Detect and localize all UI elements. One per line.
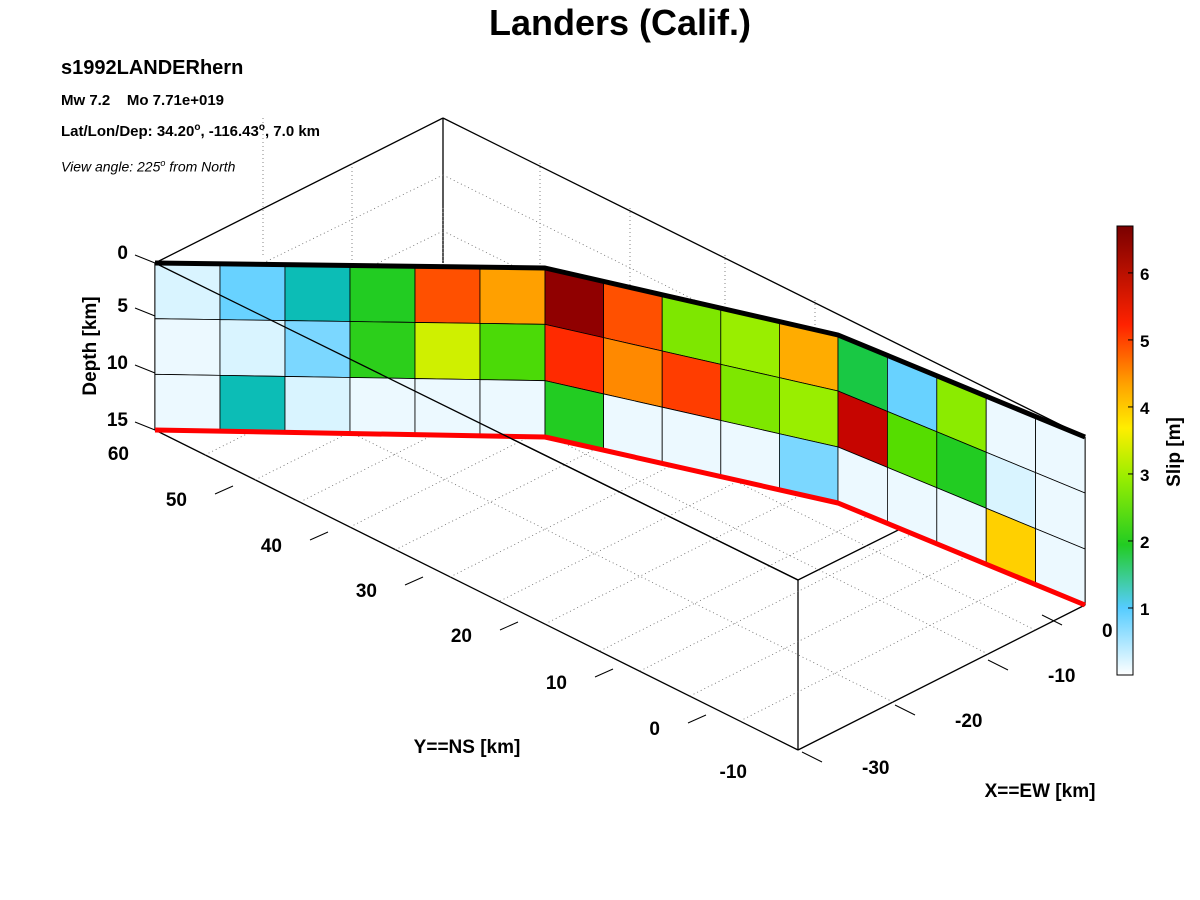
ns-tick-label: 0 <box>649 719 660 740</box>
depth-tick-label: 0 <box>117 243 128 264</box>
seismic-moment: Mo 7.71e+019 <box>126 92 225 109</box>
depth-tick-label: 15 <box>107 410 129 431</box>
fault-traces <box>154 260 1086 608</box>
colorbar-label: Slip [m] <box>1164 417 1185 487</box>
depth-tick-mark <box>134 421 156 431</box>
depth-tick-mark <box>134 307 156 317</box>
location-line: Lat/Lon/Dep: 34.20o, -116.43o, 7.0 km <box>61 122 320 140</box>
slip-cell <box>154 373 221 432</box>
slip-cell <box>154 318 221 376</box>
grid-line <box>639 525 929 672</box>
ns-tick-mark <box>594 668 614 678</box>
ns-tick-label: -10 <box>720 762 747 783</box>
ew-tick-label: 0 <box>1102 621 1113 642</box>
colorbar-tick-label: 4 <box>1140 399 1150 418</box>
ew-tick-mark <box>894 704 916 716</box>
box-edge <box>154 117 444 264</box>
slip-cell <box>219 263 286 321</box>
slip-cell <box>284 264 351 322</box>
ew-tick-mark <box>801 751 823 763</box>
depth-tick-label: 5 <box>117 296 128 317</box>
ns-tick-mark <box>309 531 329 541</box>
colorbar-tick-label: 5 <box>1140 332 1149 351</box>
box-edge <box>442 117 1086 438</box>
ns-tick-label: 50 <box>166 490 187 511</box>
ns-tick-label: 10 <box>546 673 567 694</box>
view-angle-value: View angle: 225 <box>61 158 161 175</box>
latitude: Lat/Lon/Dep: 34.20 <box>61 123 195 140</box>
depth: , 7.0 km <box>264 123 321 140</box>
ew-tick-mark <box>1041 614 1063 626</box>
axis-ticks: 0 5 10 15 Depth [km] 60 50 40 30 20 10 0 -10 Y==NS [k… <box>80 243 1113 802</box>
slip-cell <box>219 374 286 433</box>
ns-tick-mark <box>499 621 519 631</box>
slip-cell <box>349 321 416 379</box>
ew-tick-label: -30 <box>862 758 889 779</box>
grid-line <box>544 478 834 625</box>
degree-mark: o <box>160 158 166 168</box>
bottom-trace-line <box>154 427 1086 608</box>
colorbar-tick-label: 3 <box>1140 466 1149 485</box>
grid-line <box>739 575 1029 722</box>
magnitude-line: Mw 7.2 Mo 7.71e+019 <box>61 92 224 109</box>
degree-mark: o <box>194 122 201 133</box>
ns-tick-label: 30 <box>356 581 377 602</box>
grid-line <box>154 174 444 317</box>
depth-tick-mark <box>134 254 156 264</box>
ew-tick-label: -20 <box>955 711 982 732</box>
grid-line <box>689 550 979 697</box>
colorbar-ramp <box>1116 225 1134 676</box>
slip-cell <box>414 322 481 381</box>
chart-title: Landers (Calif.) <box>488 2 752 43</box>
box-edge <box>154 429 799 751</box>
slip-cell <box>349 265 416 323</box>
depth-axis-label: Depth [km] <box>80 296 101 395</box>
slip-cell <box>479 266 546 325</box>
colorbar-tick-label: 1 <box>1140 600 1149 619</box>
colorbar-tick-label: 6 <box>1140 265 1149 284</box>
colorbar: 1 2 3 4 5 6 Slip [m] <box>1116 225 1185 676</box>
ew-tick-label: -10 <box>1048 666 1075 687</box>
event-id: s1992LANDERhern <box>61 57 244 79</box>
ns-tick-mark <box>404 576 424 586</box>
slip-cell <box>414 265 481 324</box>
ew-tick-mark <box>987 659 1009 671</box>
ns-tick-mark <box>687 714 707 724</box>
grid-line <box>599 505 889 652</box>
slip-cell <box>154 262 221 321</box>
slip-cell <box>284 320 351 378</box>
box-diagonal <box>154 262 799 581</box>
ns-tick-label: 20 <box>451 626 472 647</box>
depth-tick-mark <box>134 364 156 374</box>
top-trace-line <box>154 260 1086 440</box>
degree-mark: o <box>258 122 265 133</box>
slip-cell <box>219 319 286 377</box>
colorbar-tick-label: 2 <box>1140 533 1149 552</box>
box-edge <box>797 604 1086 751</box>
ew-axis-label: X==EW [km] <box>985 781 1096 802</box>
view-angle: View angle: 225o from North <box>61 158 235 175</box>
ns-tick-label: 60 <box>108 444 129 465</box>
ns-tick-label: 40 <box>261 536 282 557</box>
slip-cell <box>284 376 351 434</box>
ns-tick-mark <box>214 485 234 495</box>
slip-cell <box>479 322 546 382</box>
view-angle-suffix: from North <box>165 158 236 175</box>
ns-axis-label: Y==NS [km] <box>414 737 521 758</box>
depth-tick-label: 10 <box>107 353 128 374</box>
moment-magnitude: Mw 7.2 <box>61 92 111 109</box>
longitude: , -116.43 <box>200 123 259 140</box>
